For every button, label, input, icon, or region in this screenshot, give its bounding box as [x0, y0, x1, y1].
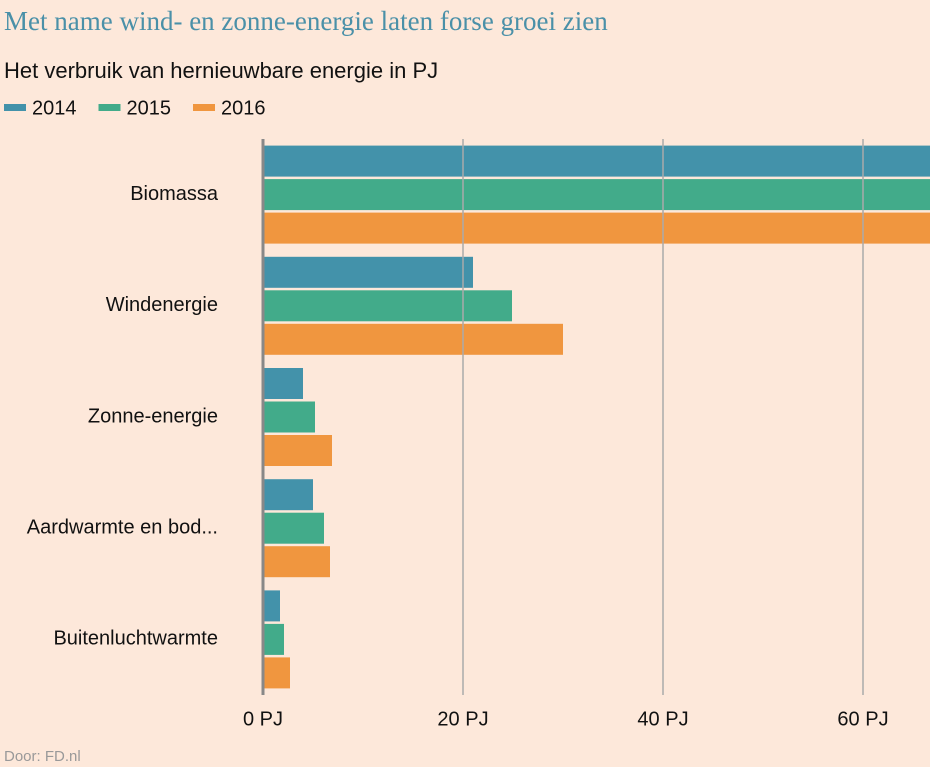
bar	[263, 623, 284, 655]
legend-label: 2015	[127, 97, 172, 119]
x-tick-label: 60 PJ	[837, 708, 888, 730]
legend-swatch	[98, 104, 121, 111]
bar	[263, 368, 303, 399]
x-tick-label: 0 PJ	[243, 708, 283, 730]
bar	[263, 256, 473, 288]
x-tick-label: 20 PJ	[437, 708, 488, 730]
bar	[263, 401, 315, 433]
bar	[263, 179, 930, 211]
bar	[263, 212, 930, 244]
plot	[263, 145, 930, 689]
bar	[263, 435, 332, 466]
bar	[263, 323, 563, 355]
chart-subtitle: Het verbruik van hernieuwbare energie in…	[4, 58, 438, 83]
bar	[263, 512, 324, 544]
bar	[263, 590, 280, 622]
bar	[263, 546, 330, 578]
legend-label: 2016	[221, 97, 266, 119]
chart-title: Met name wind- en zonne-energie laten fo…	[4, 6, 608, 36]
bar	[263, 145, 930, 177]
source: Door: FD.nl	[4, 748, 81, 765]
y-tick-label: Buitenluchtwarmte	[53, 628, 218, 650]
y-tick-label: Windenergie	[106, 294, 218, 316]
bar	[263, 479, 313, 511]
y-tick-label: Aardwarmte en bod...	[27, 516, 218, 538]
y-tick-label: Biomassa	[130, 183, 219, 205]
legend-swatch	[193, 104, 215, 111]
y-tick-label: Zonne-energie	[88, 405, 218, 427]
legend-swatch	[4, 104, 26, 111]
bar	[263, 657, 290, 689]
x-tick-label: 40 PJ	[637, 708, 688, 730]
bar	[263, 290, 512, 322]
legend-label: 2014	[32, 97, 77, 119]
